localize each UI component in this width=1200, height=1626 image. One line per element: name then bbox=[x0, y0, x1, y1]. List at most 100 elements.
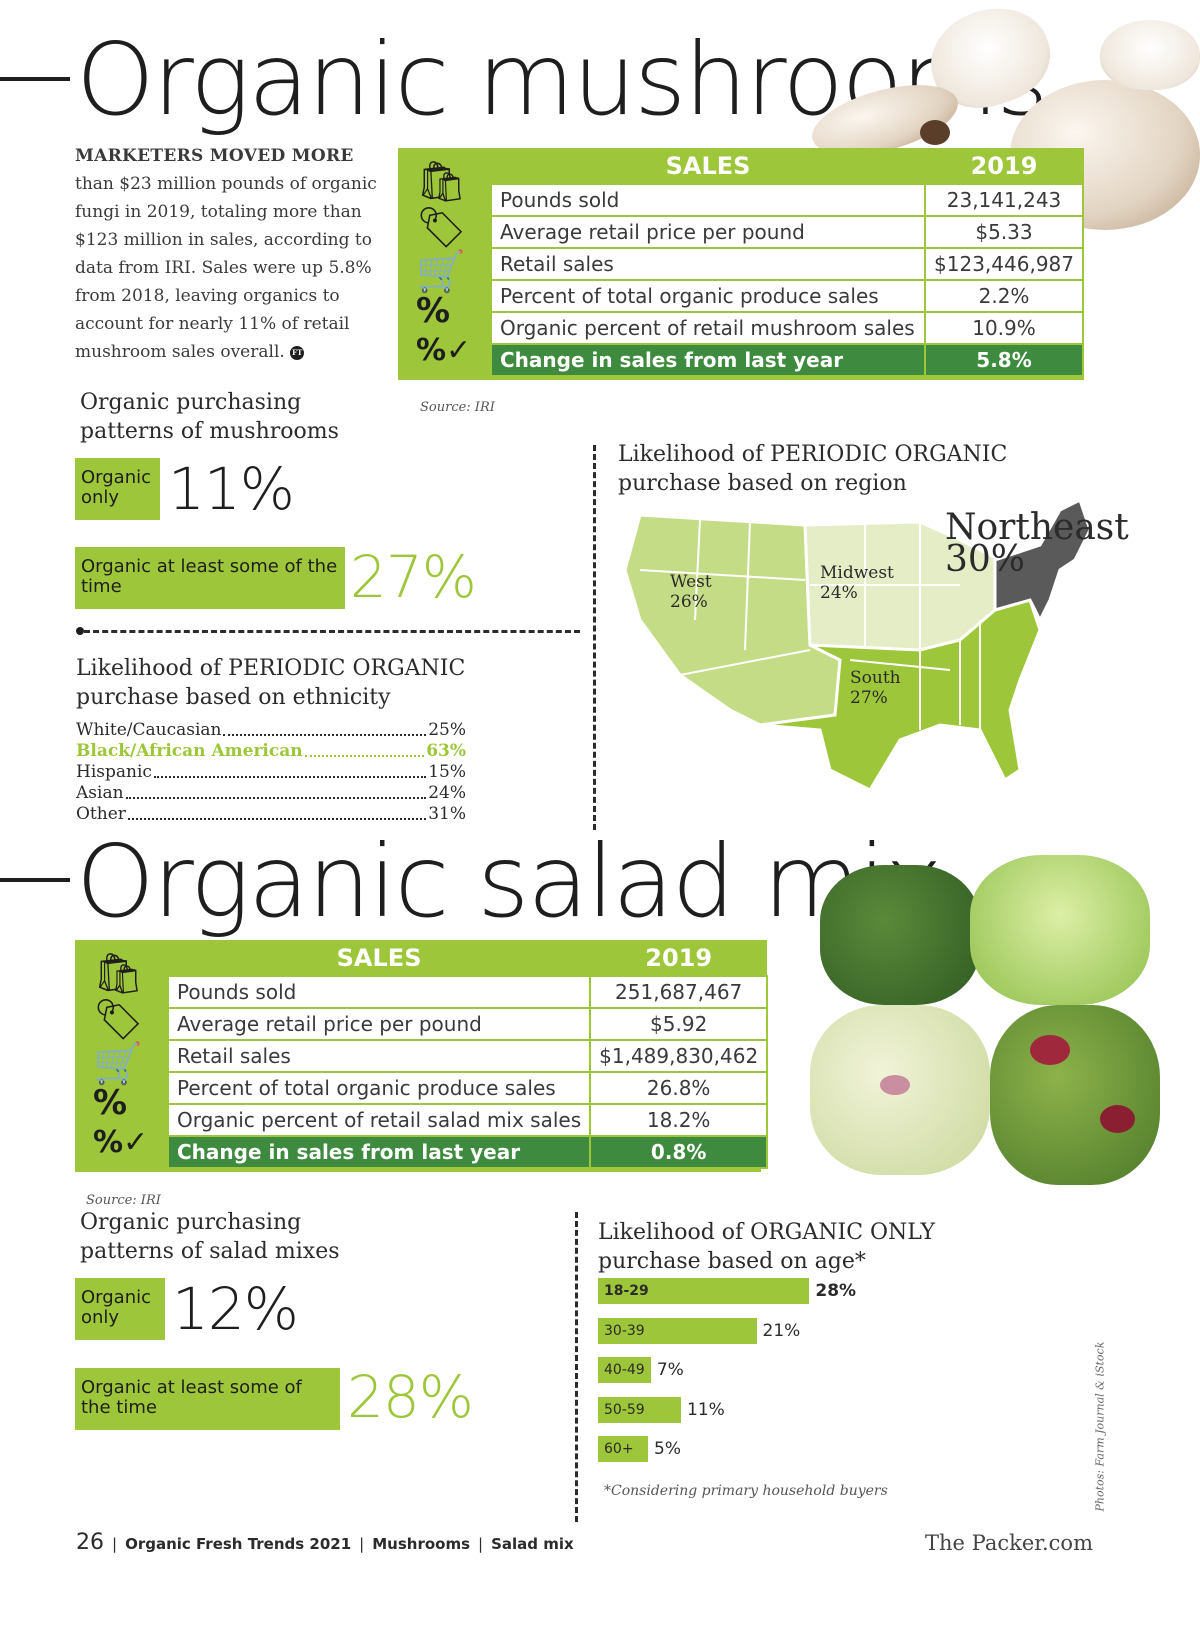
ethnicity-heading: Likelihood of PERIODIC ORGANIC purchase … bbox=[76, 656, 466, 710]
sales-icon-column: 🛍 🏷 🛒 % %✓ bbox=[398, 148, 490, 380]
sales-row-label: Average retail price per pound bbox=[166, 1007, 592, 1041]
sales-row-label: Pounds sold bbox=[166, 975, 592, 1009]
sales-row-label: Retail sales bbox=[489, 247, 927, 281]
organic-only-label: Organic only bbox=[75, 458, 160, 520]
sales-row-label: Organic percent of retail mushroom sales bbox=[489, 311, 927, 345]
sales-row-value: 2.2% bbox=[924, 279, 1084, 313]
shopping-bag-icon: 🛍 bbox=[93, 951, 144, 997]
age-bar-value: 21% bbox=[762, 1320, 801, 1341]
ethnicity-row: White/Caucasian 25% bbox=[76, 720, 466, 740]
change-label: Change in sales from last year bbox=[489, 343, 927, 377]
sales-row-value: 26.8% bbox=[589, 1071, 769, 1105]
organic-some-value: 28% bbox=[347, 1363, 474, 1431]
organic-some-value: 27% bbox=[350, 543, 477, 611]
intro-lead: MARKETERS MOVED MORE bbox=[75, 146, 354, 166]
age-bar-row: 40-49 7% bbox=[598, 1357, 684, 1383]
organic-only-value: 12% bbox=[172, 1275, 299, 1343]
age-bar: 18-29 bbox=[598, 1278, 810, 1304]
source-note: Source: IRI bbox=[86, 1193, 161, 1208]
sales-row-label: Retail sales bbox=[166, 1039, 592, 1073]
percent-check-icon: %✓ bbox=[416, 333, 472, 368]
sales-header-label: SALES bbox=[168, 940, 591, 976]
age-bar-row: 60+ 5% bbox=[598, 1436, 681, 1462]
sales-row-value: 18.2% bbox=[589, 1103, 769, 1137]
sales-row-label: Pounds sold bbox=[489, 183, 927, 217]
age-bar-row: 18-29 28% bbox=[598, 1278, 856, 1304]
patterns-heading: Organic purchasing patterns of salad mix… bbox=[80, 1210, 340, 1264]
sales-row-label: Average retail price per pound bbox=[489, 215, 927, 249]
divider-dot bbox=[76, 627, 84, 635]
percent-badge-icon: % bbox=[416, 291, 451, 331]
sales-row-label: Percent of total organic produce sales bbox=[166, 1071, 592, 1105]
footer-section-salad: Salad mix bbox=[491, 1535, 574, 1553]
sales-row-label: Percent of total organic produce sales bbox=[489, 279, 927, 313]
sales-grid: SALES 2019 Pounds sold 23,141,243 Average… bbox=[489, 148, 1084, 377]
sales-row-value: $5.92 bbox=[589, 1007, 769, 1041]
shopping-bag-icon: 🛍 bbox=[416, 159, 467, 205]
sales-header-year: 2019 bbox=[590, 940, 768, 976]
age-bar: 50-59 bbox=[598, 1396, 682, 1423]
site-name: The Packer.com bbox=[925, 1531, 1093, 1555]
us-region-map bbox=[623, 500, 1092, 792]
map-label-northeast: Northeast 30% bbox=[945, 507, 1129, 580]
ethnicity-row: Hispanic 15% bbox=[76, 762, 466, 782]
basket-icon: 🛒 bbox=[93, 1041, 143, 1087]
ethnicity-row: Asian 24% bbox=[76, 783, 466, 803]
salad-sales-table: 🛍 🏷 🛒 % %✓ SALES 2019 Pounds sold 251,687… bbox=[75, 940, 769, 1172]
sales-row-label: Organic percent of retail salad mix sale… bbox=[166, 1103, 592, 1137]
map-label-south: South 27% bbox=[850, 668, 901, 708]
age-bar-value: 7% bbox=[656, 1360, 684, 1380]
title-rule bbox=[0, 77, 70, 81]
source-note: Source: IRI bbox=[420, 400, 495, 415]
sales-grid: SALES 2019 Pounds sold 251,687,467 Averag… bbox=[166, 940, 769, 1169]
ethnicity-row: Other 31% bbox=[76, 804, 466, 824]
age-bar-value: 11% bbox=[687, 1399, 725, 1420]
sales-header-year: 2019 bbox=[925, 148, 1083, 184]
age-bar: 30-39 bbox=[598, 1317, 757, 1344]
change-label: Change in sales from last year bbox=[166, 1135, 592, 1169]
age-bar-value: 5% bbox=[654, 1439, 681, 1459]
map-region-northeast bbox=[993, 500, 1092, 624]
price-tag-icon: 🏷 bbox=[93, 997, 144, 1043]
sales-row-value: $1,489,830,462 bbox=[589, 1039, 769, 1073]
intro-paragraph: MARKETERS MOVED MORE than $23 million po… bbox=[75, 142, 380, 366]
sales-row-value: 10.9% bbox=[924, 311, 1084, 345]
region-heading: Likelihood of PERIODIC ORGANIC purchase … bbox=[618, 442, 1008, 496]
sales-row-value: $123,446,987 bbox=[924, 247, 1084, 281]
horizontal-divider bbox=[84, 630, 580, 633]
ethnicity-row-highlight: Black/African American 63% bbox=[76, 741, 466, 761]
page-footer: 26 | Organic Fresh Trends 2021 | Mushrooms | S… bbox=[76, 1530, 574, 1555]
age-bar: 60+ bbox=[598, 1436, 648, 1462]
section-title-salad: Organic salad mix bbox=[76, 823, 943, 940]
age-heading: Likelihood of ORGANIC ONLY purchase base… bbox=[598, 1220, 936, 1274]
sales-row-value: 23,141,243 bbox=[924, 183, 1084, 217]
ethnicity-list: White/Caucasian 25% Black/African America… bbox=[76, 720, 466, 825]
vertical-divider bbox=[593, 445, 596, 830]
footer-section-mushrooms: Mushrooms bbox=[372, 1535, 471, 1553]
percent-badge-icon: % bbox=[93, 1083, 128, 1123]
sales-icon-column: 🛍 🏷 🛒 % %✓ bbox=[75, 940, 167, 1172]
age-bar-value: 28% bbox=[815, 1281, 857, 1301]
salad-mix-photo bbox=[800, 845, 1170, 1205]
age-footnote: *Considering primary household buyers bbox=[604, 1483, 888, 1499]
map-label-west: West 26% bbox=[670, 572, 712, 612]
page-number: 26 bbox=[76, 1530, 104, 1555]
organic-some-label: Organic at least some of the time bbox=[75, 547, 345, 609]
intro-body: than $23 million pounds of organic fungi… bbox=[75, 174, 377, 362]
title-rule bbox=[0, 878, 70, 882]
change-value: 0.8% bbox=[589, 1135, 769, 1169]
mushroom-sales-table: 🛍 🏷 🛒 % %✓ SALES 2019 Pounds sold 23,141,… bbox=[398, 148, 1084, 380]
footer-publication: Organic Fresh Trends 2021 bbox=[125, 1535, 352, 1553]
map-label-midwest: Midwest 24% bbox=[820, 563, 894, 603]
sales-row-value: 251,687,467 bbox=[589, 975, 769, 1009]
price-tag-icon: 🏷 bbox=[416, 205, 467, 251]
basket-icon: 🛒 bbox=[416, 249, 466, 295]
percent-check-icon: %✓ bbox=[93, 1125, 149, 1160]
vertical-divider bbox=[575, 1212, 578, 1522]
ft-logo-icon: FT bbox=[290, 345, 305, 360]
sales-header-label: SALES bbox=[491, 148, 926, 184]
organic-only-value: 11% bbox=[168, 455, 295, 523]
age-bar-row: 30-39 21% bbox=[598, 1317, 801, 1344]
change-value: 5.8% bbox=[924, 343, 1084, 377]
patterns-heading: Organic purchasing patterns of mushrooms bbox=[80, 390, 339, 444]
